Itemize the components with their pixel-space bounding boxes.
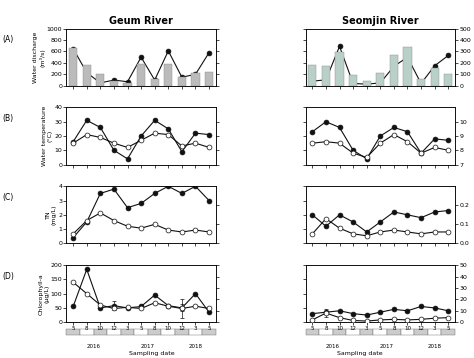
- FancyBboxPatch shape: [121, 329, 134, 335]
- Bar: [403, 48, 411, 86]
- FancyBboxPatch shape: [148, 329, 162, 335]
- Bar: [308, 65, 317, 86]
- Text: 2018: 2018: [428, 344, 442, 349]
- FancyBboxPatch shape: [107, 329, 121, 335]
- Y-axis label: TN
(mg/L): TN (mg/L): [46, 204, 57, 225]
- Bar: [205, 72, 213, 86]
- Text: 2016: 2016: [326, 344, 340, 349]
- FancyBboxPatch shape: [387, 329, 401, 335]
- Bar: [137, 64, 145, 86]
- Y-axis label: Water temperature
(°C): Water temperature (°C): [42, 106, 53, 166]
- FancyBboxPatch shape: [175, 329, 189, 335]
- FancyBboxPatch shape: [80, 329, 93, 335]
- Text: 2018: 2018: [189, 344, 202, 349]
- Bar: [164, 64, 173, 86]
- FancyBboxPatch shape: [319, 329, 333, 335]
- Text: 2017: 2017: [141, 344, 155, 349]
- FancyBboxPatch shape: [66, 329, 80, 335]
- FancyBboxPatch shape: [134, 329, 148, 335]
- FancyBboxPatch shape: [428, 329, 441, 335]
- FancyBboxPatch shape: [306, 329, 319, 335]
- Bar: [82, 65, 91, 86]
- Text: Sampling date: Sampling date: [129, 351, 174, 356]
- FancyBboxPatch shape: [360, 329, 374, 335]
- Bar: [96, 74, 104, 86]
- Bar: [390, 55, 398, 86]
- FancyBboxPatch shape: [93, 329, 107, 335]
- Bar: [430, 68, 439, 86]
- Text: (D): (D): [2, 272, 14, 281]
- Text: (B): (B): [2, 114, 13, 123]
- Bar: [349, 75, 357, 86]
- Text: Sampling date: Sampling date: [337, 351, 383, 356]
- Bar: [417, 79, 425, 86]
- FancyBboxPatch shape: [414, 329, 428, 335]
- Bar: [191, 73, 200, 86]
- FancyBboxPatch shape: [441, 329, 455, 335]
- FancyBboxPatch shape: [401, 329, 414, 335]
- Bar: [336, 52, 344, 86]
- Bar: [151, 79, 159, 86]
- FancyBboxPatch shape: [202, 329, 216, 335]
- Text: (C): (C): [2, 193, 14, 202]
- Bar: [123, 83, 132, 86]
- Bar: [376, 73, 384, 86]
- Title: Geum River: Geum River: [109, 16, 173, 26]
- Bar: [363, 81, 371, 86]
- Y-axis label: Chlorophyll-a
(μg/L): Chlorophyll-a (μg/L): [38, 273, 49, 315]
- Text: (A): (A): [2, 35, 14, 44]
- Bar: [178, 77, 186, 86]
- Y-axis label: Water discharge
(m³/s): Water discharge (m³/s): [33, 32, 46, 83]
- FancyBboxPatch shape: [189, 329, 202, 335]
- Bar: [69, 48, 77, 86]
- FancyBboxPatch shape: [162, 329, 175, 335]
- Bar: [110, 81, 118, 86]
- Title: Seomjin River: Seomjin River: [342, 16, 419, 26]
- Text: 2017: 2017: [380, 344, 394, 349]
- FancyBboxPatch shape: [346, 329, 360, 335]
- Bar: [444, 74, 452, 86]
- Text: 2016: 2016: [87, 344, 100, 349]
- FancyBboxPatch shape: [333, 329, 346, 335]
- FancyBboxPatch shape: [374, 329, 387, 335]
- Bar: [322, 66, 330, 86]
